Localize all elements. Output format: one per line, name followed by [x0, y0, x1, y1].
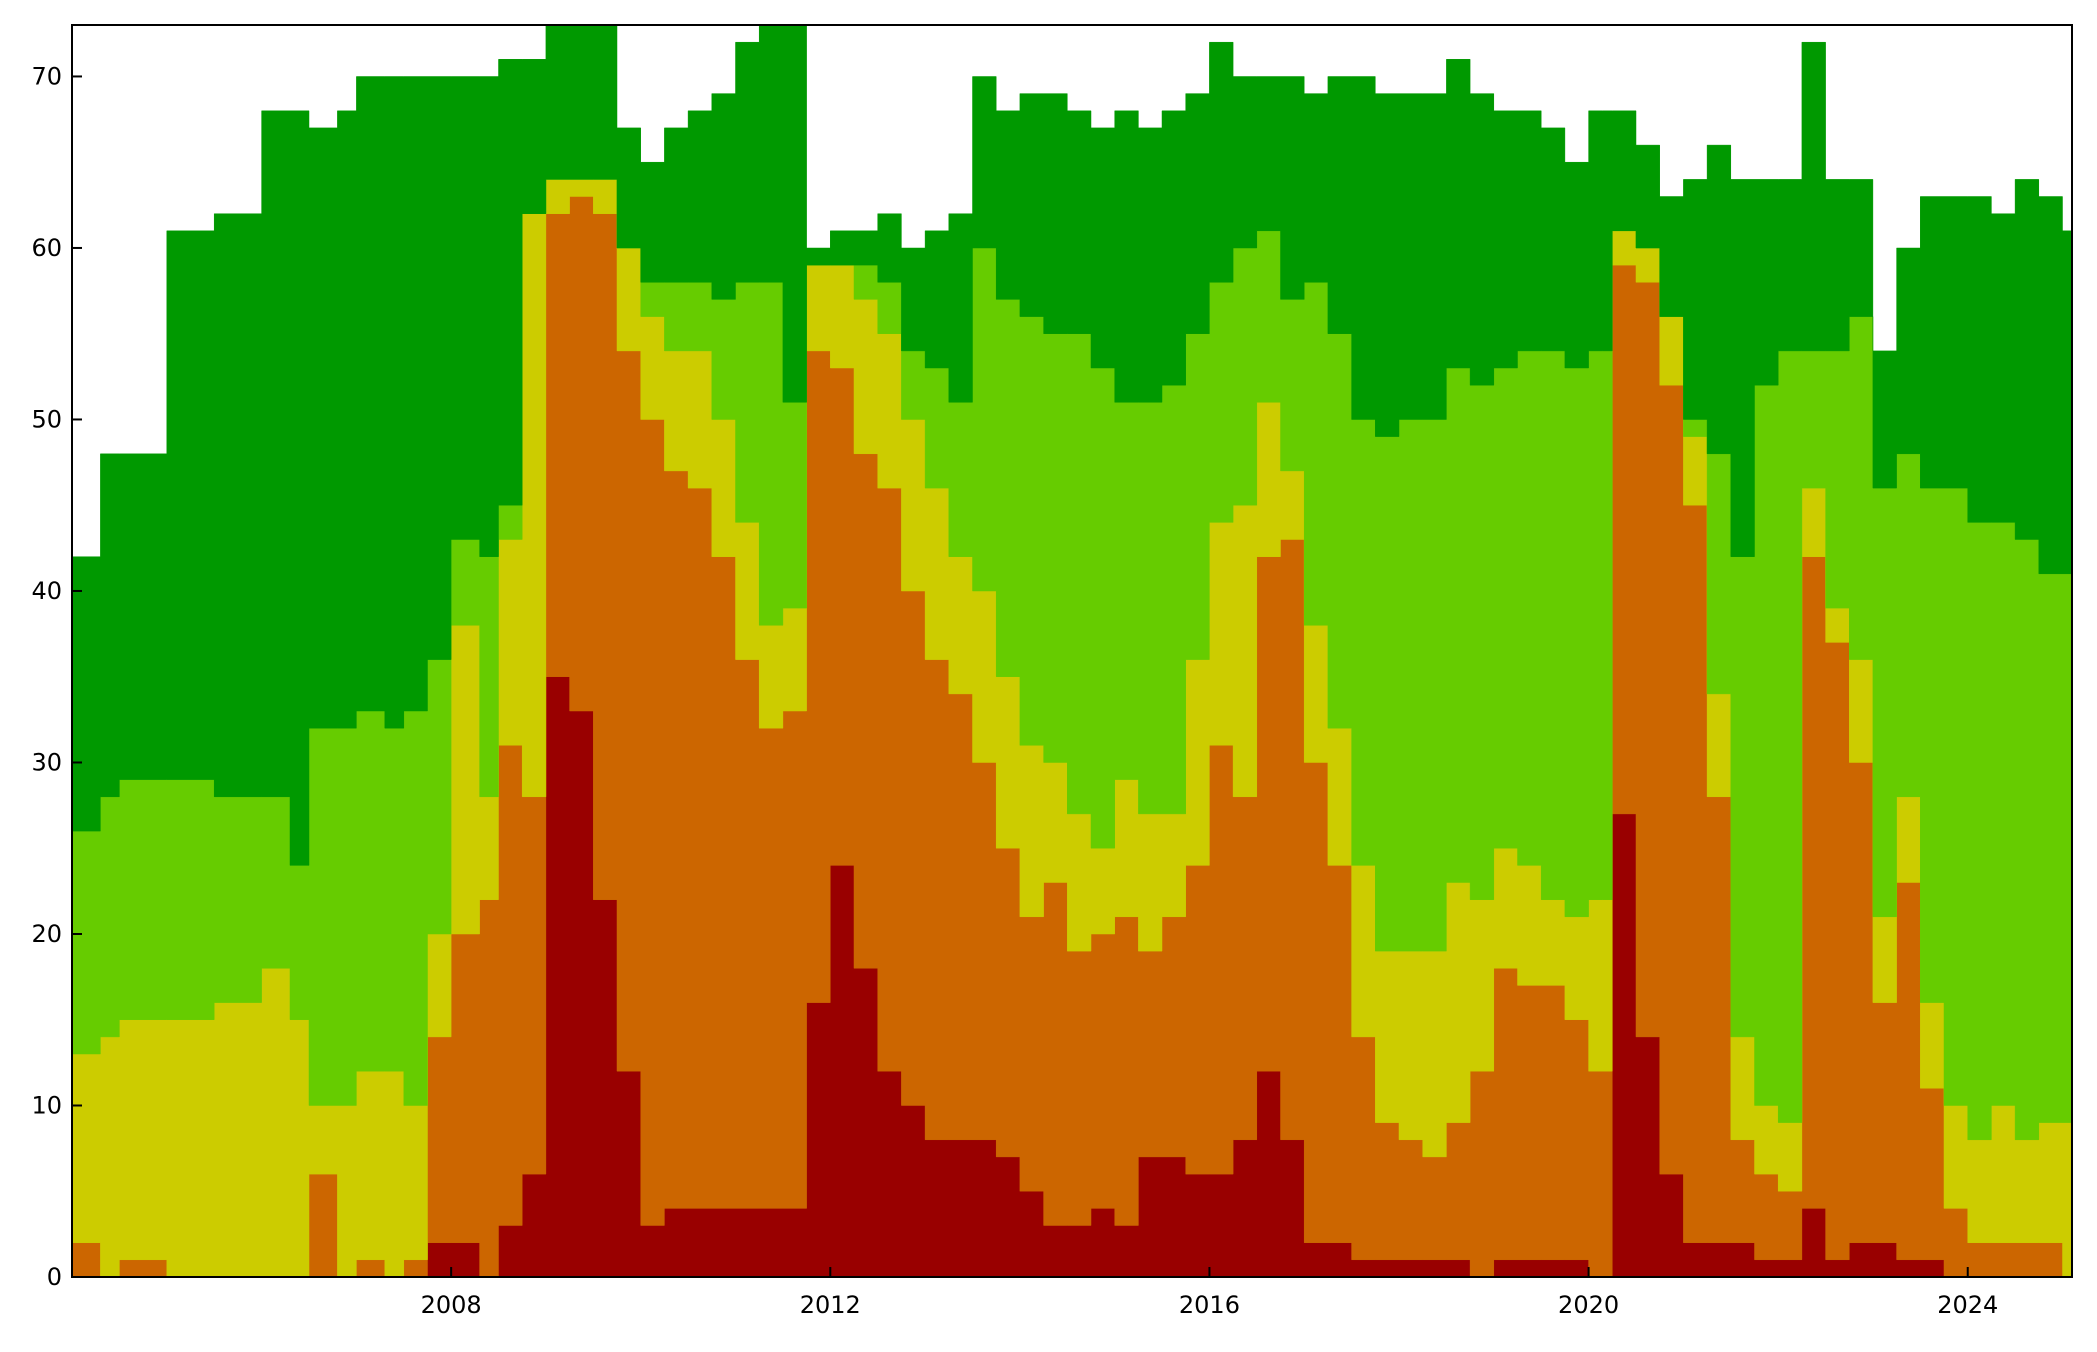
x-tick-label: 2012 [800, 1291, 861, 1319]
y-tick-label: 70 [31, 62, 62, 90]
x-tick-label: 2008 [421, 1291, 482, 1319]
y-tick-label: 50 [31, 405, 62, 433]
y-tick-label: 30 [31, 748, 62, 776]
y-tick-label: 40 [31, 577, 62, 605]
y-tick-label: 60 [31, 234, 62, 262]
x-tick-label: 2020 [1558, 1291, 1619, 1319]
y-axis: 0 10 20 30 40 50 60 70 [31, 62, 82, 1291]
area-series-5 [72, 25, 2072, 866]
x-tick-label: 2024 [1937, 1291, 1998, 1319]
plot-frame [71, 24, 2073, 1278]
area-series-group [72, 25, 2072, 1277]
x-axis: 2008 2012 2016 2020 2024 [421, 1267, 1998, 1319]
x-tick-label: 2016 [1179, 1291, 1240, 1319]
y-tick-label: 10 [31, 1091, 62, 1119]
y-tick-label: 20 [31, 920, 62, 948]
y-tick-label: 0 [47, 1263, 62, 1291]
